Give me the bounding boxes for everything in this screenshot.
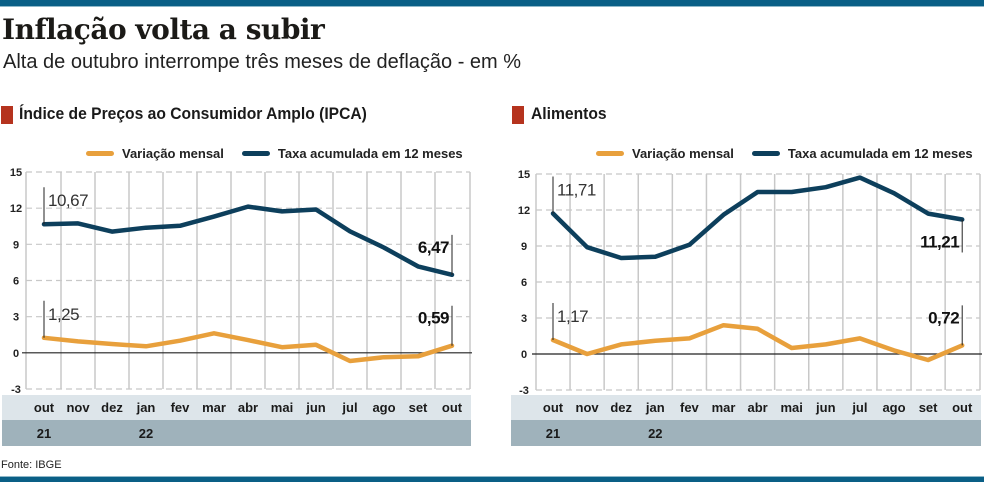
- x-tick-label: mai: [780, 400, 802, 415]
- annotation-label: 11,21: [920, 232, 959, 251]
- x-tick-label: out: [34, 400, 55, 415]
- annotation-label: 1,25: [48, 305, 79, 324]
- y-tick-label: 3: [521, 313, 527, 325]
- legend-swatch-accumulated: [751, 151, 780, 156]
- y-tick-label: 15: [518, 169, 530, 181]
- x-tick-label: set: [919, 400, 938, 415]
- y-tick-label: 9: [521, 241, 527, 253]
- y-tick-label: 15: [10, 167, 22, 179]
- x-tick-label: nov: [66, 400, 90, 415]
- x-tick-label: dez: [101, 400, 123, 415]
- annotation-label: 6,47: [418, 238, 449, 257]
- y-tick-label: 0: [13, 348, 19, 360]
- x-tick-label: dez: [610, 400, 632, 415]
- y-tick-label: 6: [521, 277, 527, 289]
- legend-item-monthly: Variação mensal: [596, 146, 734, 161]
- x-tick-label: out: [442, 400, 463, 415]
- legend-label-accumulated: Taxa acumulada em 12 meses: [277, 146, 463, 161]
- x-tick-label: abr: [238, 400, 258, 415]
- x-tick-label: out: [952, 400, 973, 415]
- x-tick-label: ago: [882, 400, 905, 415]
- x-tick-label: abr: [747, 400, 767, 415]
- y-tick-label: -3: [519, 385, 529, 397]
- x-axis-month-band: [511, 395, 981, 420]
- x-tick-label: jan: [136, 400, 156, 415]
- x-tick-label: mai: [271, 400, 293, 415]
- y-tick-label: 6: [13, 276, 19, 288]
- x-tick-label: out: [543, 400, 564, 415]
- y-tick-label: 12: [518, 205, 530, 217]
- chart-title-alimentos: Alimentos: [531, 104, 607, 123]
- x-tick-label: mar: [202, 400, 226, 415]
- legend-ipca: Variação mensal Taxa acumulada em 12 mes…: [86, 146, 481, 161]
- x-tick-label: nov: [576, 400, 600, 415]
- x-tick-label: ago: [372, 400, 395, 415]
- top-brand-bar-highlight: [0, 6, 984, 7]
- legend-item-monthly: Variação mensal: [86, 146, 224, 161]
- x-tick-label: jul: [851, 400, 867, 415]
- x-year-label: 21: [37, 426, 51, 441]
- legend-item-accumulated: Taxa acumulada em 12 meses: [751, 146, 973, 161]
- x-tick-label: mar: [712, 400, 736, 415]
- legend-label-monthly: Variação mensal: [632, 146, 734, 161]
- legend-label-accumulated: Taxa acumulada em 12 meses: [787, 146, 973, 161]
- page-title: Inflação volta a subir: [2, 13, 325, 46]
- annotation-label: 1,17: [557, 307, 588, 326]
- y-tick-label: 0: [521, 349, 527, 361]
- y-tick-label: 12: [10, 203, 22, 215]
- bottom-brand-bar: [0, 477, 984, 482]
- x-year-label: 22: [139, 426, 153, 441]
- x-tick-label: set: [409, 400, 428, 415]
- x-tick-label: jun: [815, 400, 836, 415]
- x-tick-label: jul: [341, 400, 357, 415]
- legend-label-monthly: Variação mensal: [122, 146, 224, 161]
- x-axis-year-band: [511, 420, 981, 446]
- annotation-label: 0,72: [928, 308, 959, 327]
- x-tick-label: fev: [171, 400, 191, 415]
- x-year-label: 21: [546, 426, 560, 441]
- legend-swatch-accumulated: [241, 151, 270, 156]
- chart-title-ipca: Índice de Preços ao Consumidor Amplo (IP…: [19, 104, 367, 123]
- series-line-accumulated: [41, 204, 455, 278]
- page-subtitle: Alta de outubro interrompe três meses de…: [3, 51, 522, 73]
- section-marker-alimentos: [512, 106, 524, 124]
- series-line-accumulated: [550, 175, 965, 261]
- y-tick-label: 3: [13, 312, 19, 324]
- x-axis-year-band: [2, 420, 471, 446]
- series-line-monthly: [550, 322, 965, 363]
- top-brand-bar: [0, 0, 984, 6]
- x-tick-label: jan: [645, 400, 665, 415]
- source-note: Fonte: IBGE: [1, 459, 62, 471]
- x-tick-label: jun: [305, 400, 326, 415]
- x-year-label: 22: [648, 426, 662, 441]
- y-tick-label: 9: [13, 239, 19, 251]
- section-marker-ipca: [1, 106, 13, 124]
- legend-item-accumulated: Taxa acumulada em 12 meses: [241, 146, 463, 161]
- x-tick-label: fev: [680, 400, 700, 415]
- legend-swatch-monthly: [86, 151, 114, 156]
- annotation-label: 0,59: [418, 309, 449, 328]
- annotation-label: 11,71: [557, 180, 596, 199]
- legend-swatch-monthly: [596, 151, 624, 156]
- bottom-brand-bar-highlight: [0, 476, 984, 477]
- legend-alimentos: Variação mensal Taxa acumulada em 12 mes…: [596, 146, 984, 161]
- x-axis-month-band: [2, 395, 471, 420]
- y-tick-label: -3: [11, 384, 21, 396]
- series-line-monthly: [41, 331, 455, 364]
- annotation-label: 10,67: [48, 191, 88, 210]
